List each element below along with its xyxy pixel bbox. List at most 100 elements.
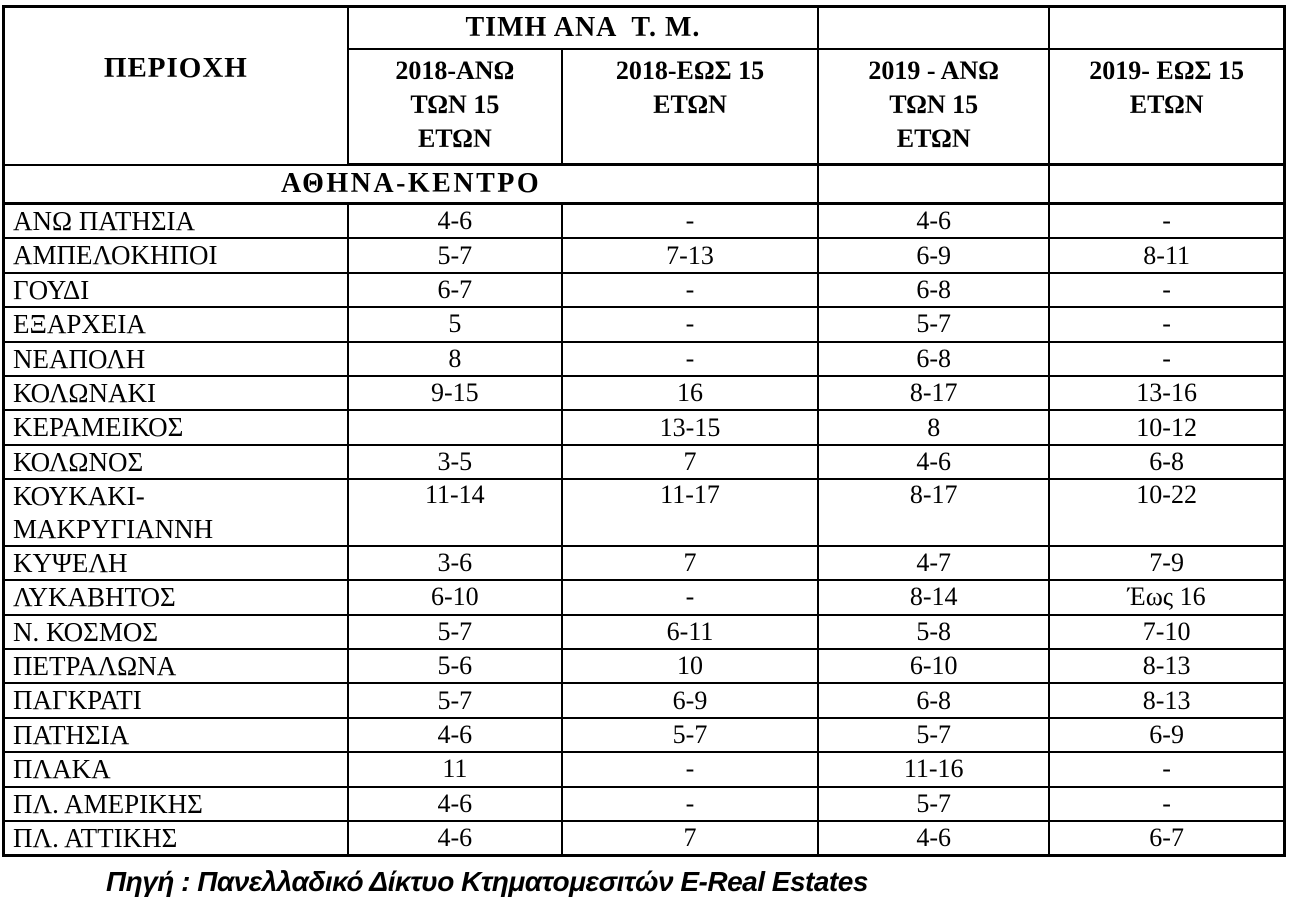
table-row: ΚΕΡΑΜΕΙΚΟΣ 13-15 8 10-12 [2,409,1286,446]
price-cell: 7 [560,820,820,857]
price-cell: - [1048,202,1286,240]
price-cell: 5 [346,306,563,343]
price-cell: - [560,579,820,616]
price-cell: 5-8 [817,613,1051,651]
area-cell: ΚΕΡΑΜΕΙΚΟΣ [2,409,349,446]
column-header-2019-up-to-15: 2019- ΕΩΣ 15 ΕΤΩΝ [1048,48,1286,166]
table-row: ΠΛ. ΑΤΤΙΚΗΣ 4-6 7 4-6 6-7 [2,820,1286,857]
area-cell: ΕΞΑΡΧΕΙΑ [2,306,349,343]
price-cell: 5-7 [817,785,1051,823]
column-header-2018-up-to-15: 2018-ΕΩΣ 15 ΕΤΩΝ [560,48,820,166]
table-row: ΓΟΥΔΙ 6-7 - 6-8 - [2,271,1286,309]
price-cell: 11-17 [560,478,820,547]
price-cell: 3-5 [346,443,563,481]
price-cell: 6-7 [346,271,563,309]
price-cell: 11 [346,751,563,788]
price-cell: - [1048,751,1286,788]
price-cell: 4-6 [817,202,1051,240]
price-cell: 7 [560,544,820,582]
empty-cell [1048,163,1286,205]
price-cell: - [1048,340,1286,377]
price-cell: 5-7 [346,237,563,274]
price-cell: 10 [560,648,820,685]
price-cell: 9-15 [346,374,563,412]
price-cell: 4-6 [346,820,563,857]
area-cell: ΚΥΨΕΛΗ [2,544,349,582]
table-row: ΝΕΑΠΟΛΗ 8 - 6-8 - [2,340,1286,377]
price-cell: 10-12 [1048,409,1286,446]
price-cell: 6-8 [1048,443,1286,481]
price-cell: 13-15 [560,409,820,446]
price-cell: 13-16 [1048,374,1286,412]
section-title: ΑΘΗΝΑ-ΚΕΝΤΡΟ [2,163,820,205]
table-row: ΛΥΚΑΒΗΤΟΣ 6-10 - 8-14 Έως 16 [2,579,1286,616]
price-cell: 8-14 [817,579,1051,616]
area-cell: ΛΥΚΑΒΗΤΟΣ [2,579,349,616]
area-cell: ΚΟΥΚΑΚΙ- ΜΑΚΡΥΓΙΑΝΝΗ [2,478,349,547]
price-cell: 7-10 [1048,613,1286,651]
price-cell: Έως 16 [1048,579,1286,616]
price-cell: 6-8 [817,682,1051,719]
price-cell: - [560,340,820,377]
table-row: ΠΑΓΚΡΑΤΙ 5-7 6-9 6-8 8-13 [2,682,1286,719]
price-cell [346,409,563,446]
area-cell: ΠΛ. ΑΤΤΙΚΗΣ [2,820,349,857]
empty-cell [817,163,1051,205]
area-cell: ΠΛΑΚΑ [2,751,349,788]
group-header-price-per-sqm: ΤΙΜΗ ΑΝΑ Τ. Μ. [346,5,820,50]
price-cell: 8-17 [817,374,1051,412]
price-cell: 11-14 [346,478,563,547]
price-cell: 3-6 [346,544,563,582]
table-row: ΑΜΠΕΛΟΚΗΠΟΙ 5-7 7-13 6-9 8-11 [2,237,1286,274]
price-cell: 4-6 [817,820,1051,857]
price-cell: 8-17 [817,478,1051,547]
price-cell: 4-6 [346,202,563,240]
header-row-columns: 2018-ΑΝΩ ΤΩΝ 15 ΕΤΩΝ 2018-ΕΩΣ 15 ΕΤΩΝ 20… [4,48,1286,166]
price-cell: 4-7 [817,544,1051,582]
area-cell: ΝΕΑΠΟΛΗ [2,340,349,377]
table-row: ΠΛ. ΑΜΕΡΙΚΗΣ 4-6 - 5-7 - [2,785,1286,823]
table-row: Ν. ΚΟΣΜΟΣ 5-7 6-11 5-8 7-10 [2,613,1286,651]
area-cell: ΑΝΩ ΠΑΤΗΣΙΑ [2,202,349,240]
area-cell: ΠΛ. ΑΜΕΡΙΚΗΣ [2,785,349,823]
price-cell: 6-7 [1048,820,1286,857]
area-cell: ΚΟΛΩΝΟΣ [2,443,349,481]
price-cell: 10-22 [1048,478,1286,547]
table-row: ΚΟΛΩΝΑΚΙ 9-15 16 8-17 13-16 [2,374,1286,412]
price-cell: 7 [560,443,820,481]
area-cell: Ν. ΚΟΣΜΟΣ [2,613,349,651]
table-row: ΠΑΤΗΣΙΑ 4-6 5-7 5-7 6-9 [2,716,1286,754]
price-cell: 7-9 [1048,544,1286,582]
price-cell: 8 [346,340,563,377]
price-cell: 5-7 [817,306,1051,343]
price-cell: - [1048,785,1286,823]
price-cell: 4-6 [346,785,563,823]
section-row-athens-center: ΑΘΗΝΑ-ΚΕΝΤΡΟ [2,163,1286,205]
price-cell: 6-11 [560,613,820,651]
area-cell: ΚΟΛΩΝΑΚΙ [2,374,349,412]
price-cell: 7-13 [560,237,820,274]
price-cell: - [1048,306,1286,343]
price-cell: 6-10 [346,579,563,616]
price-cell: 8-13 [1048,682,1286,719]
price-cell: 16 [560,374,820,412]
price-per-sqm-table: ΠΕΡΙΟΧΗ ΤΙΜΗ ΑΝΑ Τ. Μ. 2018-ΑΝΩ ΤΩΝ 15 Ε… [2,5,1286,858]
price-cell: 4-6 [817,443,1051,481]
price-cell: 6-10 [817,648,1051,685]
price-cell: 11-16 [817,751,1051,788]
price-cell: - [1048,271,1286,309]
area-cell: ΑΜΠΕΛΟΚΗΠΟΙ [2,237,349,274]
area-cell: ΠΑΓΚΡΑΤΙ [2,682,349,719]
price-cell: 6-9 [1048,716,1286,754]
column-header-2019-over-15: 2019 - ΑΝΩ ΤΩΝ 15 ΕΤΩΝ [817,48,1051,166]
price-cell: 5-7 [817,716,1051,754]
table-row: ΠΛΑΚΑ 11 - 11-16 - [2,751,1286,788]
price-cell: 6-9 [817,237,1051,274]
price-cell: - [560,751,820,788]
column-header-area: ΠΕΡΙΟΧΗ [2,5,349,166]
price-cell: 6-8 [817,340,1051,377]
header-row-group: ΠΕΡΙΟΧΗ ΤΙΜΗ ΑΝΑ Τ. Μ. [2,5,1286,166]
price-cell: 6-9 [560,682,820,719]
price-cell: 8 [817,409,1051,446]
